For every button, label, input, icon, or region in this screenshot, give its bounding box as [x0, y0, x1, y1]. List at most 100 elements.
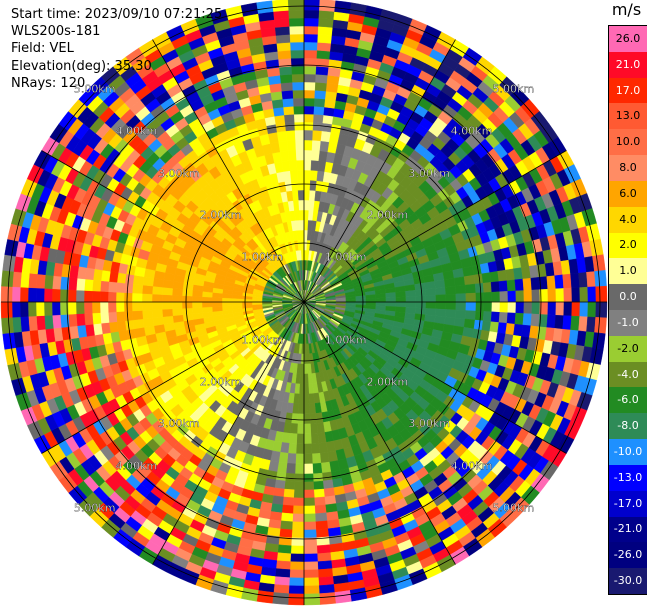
azimuth-spoke [303, 301, 567, 454]
range-gate [44, 274, 54, 290]
range-gate [303, 0, 321, 11]
range-gate [19, 301, 29, 318]
range-gate [83, 301, 93, 314]
range-gate [317, 26, 334, 36]
range-gate [274, 114, 286, 125]
range-gate [290, 41, 305, 51]
range-gate [287, 149, 297, 162]
velocity-gates [0, 0, 608, 606]
range-gate [161, 308, 173, 318]
range-gate [51, 288, 61, 303]
range-gate [303, 545, 318, 555]
range-gate [554, 314, 564, 330]
range-gate [251, 301, 263, 305]
range-gate [499, 301, 509, 313]
range-gate [481, 272, 492, 284]
range-gate [100, 312, 110, 324]
range-gate [43, 288, 53, 303]
range-gate [288, 9, 305, 19]
range-gate [454, 309, 467, 320]
range-gate [92, 323, 103, 336]
range-gate [131, 283, 144, 294]
range-gate [289, 561, 305, 571]
range-gate [415, 301, 427, 309]
range-gate [91, 290, 101, 303]
colorbar-swatch [609, 310, 647, 337]
range-gate [298, 383, 305, 395]
range-gate [279, 74, 293, 84]
range-gate [324, 495, 337, 506]
colorbar-tick-label: 2.0 [619, 238, 637, 252]
colorbar-tick-label: 13.0 [615, 109, 641, 123]
colorbar-tick-label: 21.0 [615, 57, 641, 71]
range-gate [312, 121, 324, 132]
range-gate [303, 121, 314, 131]
range-gate [92, 279, 102, 292]
range-gate [289, 25, 305, 35]
range-gate [325, 503, 338, 514]
range-gate [303, 529, 317, 539]
range-gate [507, 301, 517, 314]
range-gate [116, 311, 126, 322]
range-gate [287, 442, 297, 455]
range-gate [35, 301, 45, 317]
range-gate [311, 149, 321, 162]
range-gate [292, 513, 305, 523]
range-gate [20, 316, 30, 332]
range-gate [290, 545, 305, 555]
range-gate [297, 403, 305, 415]
range-gate [91, 301, 101, 314]
range-gate [275, 122, 287, 133]
range-gate [303, 413, 311, 425]
range-gate [293, 97, 305, 107]
range-gate [151, 301, 163, 311]
colorbar-swatch [609, 335, 647, 363]
range-ring-label: 3.00km [158, 417, 200, 430]
range-gate [531, 301, 541, 315]
range-gate [116, 320, 127, 332]
range-gate [171, 287, 183, 296]
range-gate [296, 159, 305, 171]
range-gate [312, 472, 324, 483]
range-gate [282, 98, 294, 108]
range-gate [275, 34, 291, 44]
range-gate [0, 301, 13, 319]
range-gate [303, 593, 321, 606]
range-ring-label: 5.00km [74, 83, 116, 96]
range-gate [201, 296, 213, 303]
range-gate [482, 311, 492, 322]
azimuth-spoke [41, 150, 305, 303]
range-gate [587, 286, 597, 303]
range-ring-label: 2.00km [367, 209, 409, 222]
range-gate [141, 284, 154, 295]
range-ring-label: 1.00km [325, 334, 367, 347]
start-time: Start time: 2023/09/10 07:21:25 [11, 7, 223, 22]
range-gate [131, 310, 144, 321]
azimuth-spoke [152, 301, 305, 565]
azimuth-spoke [152, 39, 305, 303]
range-gate [191, 295, 203, 303]
range-gate [505, 268, 516, 281]
range-gate [303, 463, 314, 475]
range-gate [312, 462, 323, 475]
range-gate [92, 312, 102, 325]
range-gate [76, 313, 86, 327]
range-gate [515, 301, 525, 314]
colorbar-swatch [609, 155, 647, 182]
colorbar-tick-label: -10.0 [613, 445, 643, 458]
range-gate [280, 512, 294, 522]
range-gate [497, 322, 508, 335]
range-gate [291, 73, 305, 83]
range-gate [20, 272, 30, 288]
range-gate [291, 521, 305, 531]
range-gate [116, 272, 127, 284]
range-gate [108, 271, 119, 283]
range-gate [299, 373, 305, 385]
range-gate [311, 452, 322, 465]
range-gate [293, 113, 305, 123]
range-gate [314, 90, 327, 100]
range-gate [334, 0, 352, 14]
range-gate [489, 271, 500, 283]
range-gate [273, 487, 285, 498]
